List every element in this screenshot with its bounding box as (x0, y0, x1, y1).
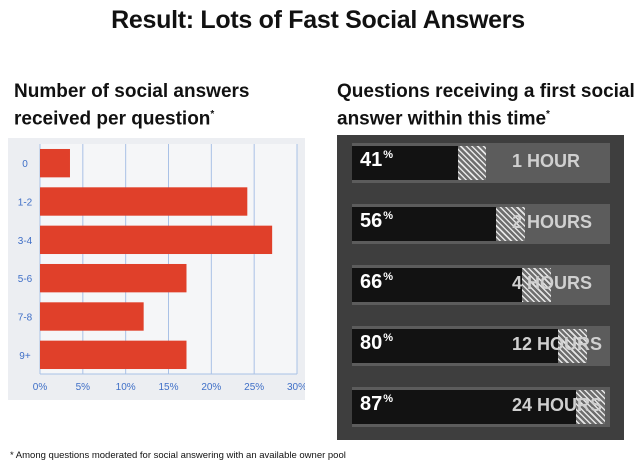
answers-bar-chart-svg: 0% 5% 10% 15% 20% 25% 30% 0 1-2 3-4 5-6 7-8 9+ (18, 144, 305, 393)
x-tick-label: 0% (33, 382, 48, 393)
percent-number: 80 (360, 332, 383, 354)
percent-fill-bar (352, 207, 497, 241)
percent-sign: % (383, 332, 394, 344)
slide-title: Result: Lots of Fast Social Answers (111, 6, 525, 34)
category-label: 9+ (19, 351, 31, 362)
percent-sign: % (383, 149, 394, 161)
x-tick-label: 30% (287, 382, 305, 393)
left-chart-heading: Number of social answers received per qu… (14, 80, 314, 130)
x-tick-label: 20% (201, 382, 221, 393)
bar (40, 302, 144, 331)
answers-bar-chart: 0% 5% 10% 15% 20% 25% 30% 0 1-2 3-4 5-6 7-8 9+ (8, 138, 305, 400)
percent-fill-bar (352, 329, 559, 363)
time-label: 1 HOUR (512, 151, 581, 171)
percent-sign: % (383, 210, 394, 222)
percent-number: 87 (360, 393, 383, 415)
percent-sign: % (383, 393, 394, 405)
x-tick-label: 25% (244, 382, 264, 393)
time-label: 24 HOURS (512, 395, 603, 415)
left-heading-text: Number of social answers received per qu… (14, 81, 250, 130)
time-row: 56% 2 HOURS (352, 204, 610, 244)
percent-fill-bar (352, 146, 458, 180)
percent-number: 56 (360, 210, 383, 232)
time-label: 2 HOURS (512, 212, 593, 232)
bar (40, 263, 187, 293)
category-label: 7-8 (18, 313, 33, 324)
percent-fill-bar (352, 390, 577, 424)
time-row: 80% 12 HOURS (352, 326, 610, 366)
bar (40, 148, 70, 178)
category-label: 3-4 (18, 236, 33, 247)
x-tick-label: 10% (116, 382, 136, 393)
bar (40, 187, 248, 216)
category-label: 5-6 (18, 274, 33, 285)
category-label: 1-2 (18, 198, 33, 209)
right-heading-text: Questions receiving a first social answe… (337, 81, 635, 130)
bar (40, 340, 187, 370)
percent-value: 66% (360, 271, 393, 294)
percent-value: 87% (360, 393, 393, 416)
right-chart-heading: Questions receiving a first social answe… (337, 80, 636, 130)
time-row: 87% 24 HOURS (352, 387, 610, 427)
percent-number: 66 (360, 271, 383, 293)
first-answer-time-chart: 41% 1 HOUR 56% 2 HOURS 66% 4 HOURS 80% 12 HOURS… (337, 135, 624, 440)
bar (40, 225, 273, 255)
percent-value: 80% (360, 332, 393, 355)
time-label: 4 HOURS (512, 273, 593, 293)
time-row: 66% 4 HOURS (352, 265, 610, 305)
right-heading-mark: * (546, 109, 550, 120)
percent-value: 56% (360, 210, 393, 233)
category-label: 0 (22, 159, 28, 170)
time-label: 12 HOURS (512, 334, 603, 354)
x-tick-label: 15% (158, 382, 178, 393)
percent-fill-bar (352, 268, 523, 302)
footnote: * Among questions moderated for social a… (10, 450, 346, 461)
percent-number: 41 (360, 149, 383, 171)
percent-sign: % (383, 271, 394, 283)
percent-value: 41% (360, 149, 393, 172)
left-heading-mark: * (210, 109, 215, 120)
x-tick-label: 5% (76, 382, 91, 393)
time-row: 41% 1 HOUR (352, 143, 610, 183)
